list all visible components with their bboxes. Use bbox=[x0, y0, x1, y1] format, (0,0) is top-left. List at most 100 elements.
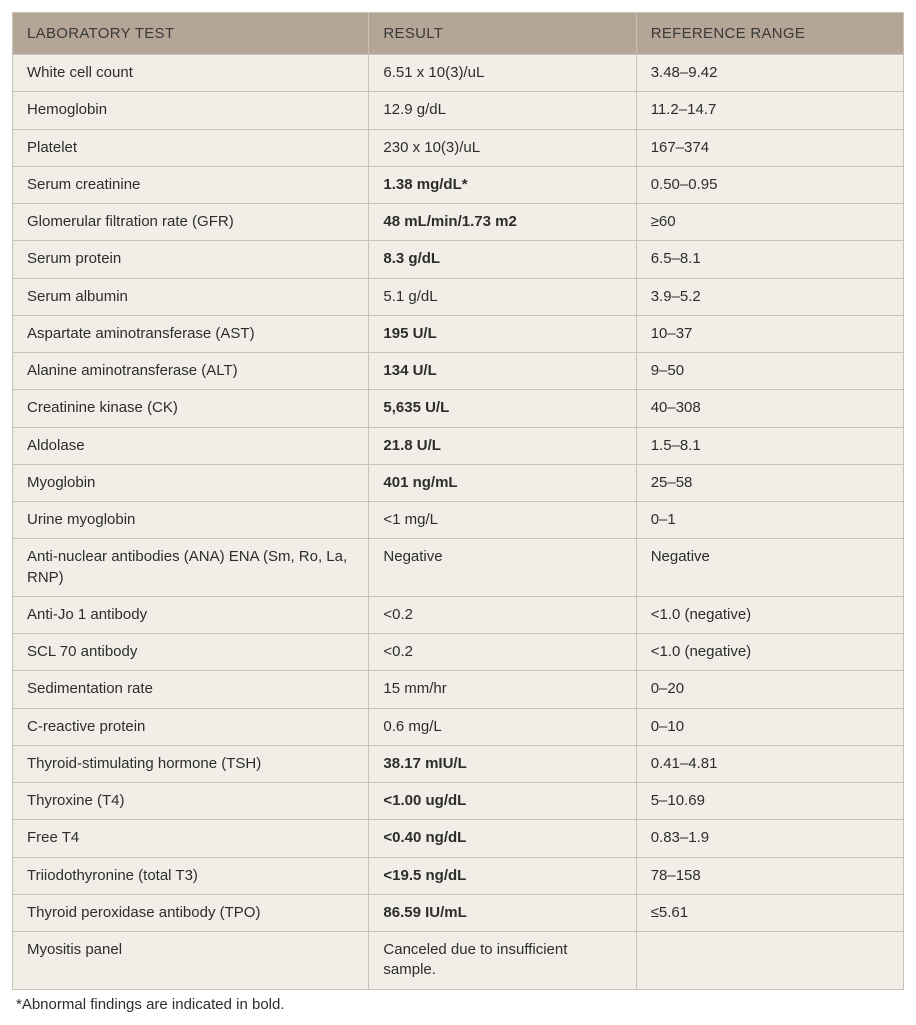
table-row: Sedimentation rate15 mm/hr0–20 bbox=[13, 671, 904, 708]
cell-test: C-reactive protein bbox=[13, 708, 369, 745]
cell-test: Hemoglobin bbox=[13, 92, 369, 129]
cell-test: Serum creatinine bbox=[13, 166, 369, 203]
cell-reference-range: <1.0 (negative) bbox=[636, 596, 903, 633]
cell-result: 6.51 x 10(3)/uL bbox=[369, 55, 636, 92]
cell-reference-range: 0.50–0.95 bbox=[636, 166, 903, 203]
cell-result: 21.8 U/L bbox=[369, 427, 636, 464]
cell-reference-range: 0.41–4.81 bbox=[636, 745, 903, 782]
cell-result: Canceled due to insufficient sample. bbox=[369, 932, 636, 990]
cell-reference-range: Negative bbox=[636, 539, 903, 597]
table-row: Urine myoglobin<1 mg/L0–1 bbox=[13, 502, 904, 539]
cell-test: Free T4 bbox=[13, 820, 369, 857]
cell-result: 5.1 g/dL bbox=[369, 278, 636, 315]
table-row: Free T4<0.40 ng/dL0.83–1.9 bbox=[13, 820, 904, 857]
cell-result: 134 U/L bbox=[369, 353, 636, 390]
cell-test: Thyroid peroxidase antibody (TPO) bbox=[13, 894, 369, 931]
cell-test: Urine myoglobin bbox=[13, 502, 369, 539]
cell-reference-range: 6.5–8.1 bbox=[636, 241, 903, 278]
table-row: SCL 70 antibody<0.2<1.0 (negative) bbox=[13, 634, 904, 671]
table-footnote: *Abnormal findings are indicated in bold… bbox=[12, 990, 904, 1013]
table-row: Aldolase21.8 U/L1.5–8.1 bbox=[13, 427, 904, 464]
col-header-ref: REFERENCE RANGE bbox=[636, 13, 903, 55]
cell-test: Serum albumin bbox=[13, 278, 369, 315]
table-row: Myositis panelCanceled due to insufficie… bbox=[13, 932, 904, 990]
table-row: Glomerular filtration rate (GFR)48 mL/mi… bbox=[13, 204, 904, 241]
table-row: Thyroid-stimulating hormone (TSH)38.17 m… bbox=[13, 745, 904, 782]
table-row: Triiodothyronine (total T3)<19.5 ng/dL78… bbox=[13, 857, 904, 894]
cell-reference-range: 9–50 bbox=[636, 353, 903, 390]
table-row: Serum creatinine1.38 mg/dL*0.50–0.95 bbox=[13, 166, 904, 203]
cell-reference-range: 40–308 bbox=[636, 390, 903, 427]
cell-test: Anti-nuclear antibodies (ANA) ENA (Sm, R… bbox=[13, 539, 369, 597]
table-row: Hemoglobin12.9 g/dL11.2–14.7 bbox=[13, 92, 904, 129]
table-row: Alanine aminotransferase (ALT)134 U/L9–5… bbox=[13, 353, 904, 390]
cell-result: 12.9 g/dL bbox=[369, 92, 636, 129]
cell-reference-range: 10–37 bbox=[636, 315, 903, 352]
cell-result: <19.5 ng/dL bbox=[369, 857, 636, 894]
cell-result: 86.59 IU/mL bbox=[369, 894, 636, 931]
cell-reference-range: ≥60 bbox=[636, 204, 903, 241]
cell-test: Creatinine kinase (CK) bbox=[13, 390, 369, 427]
cell-result: <0.40 ng/dL bbox=[369, 820, 636, 857]
table-row: Thyroid peroxidase antibody (TPO)86.59 I… bbox=[13, 894, 904, 931]
cell-result: 48 mL/min/1.73 m2 bbox=[369, 204, 636, 241]
table-row: White cell count6.51 x 10(3)/uL3.48–9.42 bbox=[13, 55, 904, 92]
cell-test: Thyroid-stimulating hormone (TSH) bbox=[13, 745, 369, 782]
cell-result: 1.38 mg/dL* bbox=[369, 166, 636, 203]
cell-test: Sedimentation rate bbox=[13, 671, 369, 708]
cell-result: 38.17 mIU/L bbox=[369, 745, 636, 782]
cell-reference-range: 167–374 bbox=[636, 129, 903, 166]
cell-test: Serum protein bbox=[13, 241, 369, 278]
cell-reference-range: 0–10 bbox=[636, 708, 903, 745]
table-header-row: LABORATORY TEST RESULT REFERENCE RANGE bbox=[13, 13, 904, 55]
table-row: Serum albumin5.1 g/dL3.9–5.2 bbox=[13, 278, 904, 315]
cell-test: Myositis panel bbox=[13, 932, 369, 990]
cell-test: Triiodothyronine (total T3) bbox=[13, 857, 369, 894]
table-row: Anti-Jo 1 antibody<0.2<1.0 (negative) bbox=[13, 596, 904, 633]
cell-result: 401 ng/mL bbox=[369, 464, 636, 501]
cell-result: 230 x 10(3)/uL bbox=[369, 129, 636, 166]
cell-reference-range: 11.2–14.7 bbox=[636, 92, 903, 129]
table-row: Creatinine kinase (CK)5,635 U/L40–308 bbox=[13, 390, 904, 427]
cell-reference-range: 5–10.69 bbox=[636, 783, 903, 820]
cell-result: 0.6 mg/L bbox=[369, 708, 636, 745]
cell-reference-range: 25–58 bbox=[636, 464, 903, 501]
cell-reference-range: ≤5.61 bbox=[636, 894, 903, 931]
cell-reference-range: 78–158 bbox=[636, 857, 903, 894]
table-row: C-reactive protein0.6 mg/L0–10 bbox=[13, 708, 904, 745]
cell-test: Aldolase bbox=[13, 427, 369, 464]
table-row: Thyroxine (T4)<1.00 ug/dL5–10.69 bbox=[13, 783, 904, 820]
cell-reference-range bbox=[636, 932, 903, 990]
cell-reference-range: 1.5–8.1 bbox=[636, 427, 903, 464]
cell-result: 8.3 g/dL bbox=[369, 241, 636, 278]
cell-result: <1 mg/L bbox=[369, 502, 636, 539]
cell-result: 15 mm/hr bbox=[369, 671, 636, 708]
table-row: Aspartate aminotransferase (AST)195 U/L1… bbox=[13, 315, 904, 352]
col-header-result: RESULT bbox=[369, 13, 636, 55]
cell-reference-range: 0–1 bbox=[636, 502, 903, 539]
cell-reference-range: 0.83–1.9 bbox=[636, 820, 903, 857]
cell-test: SCL 70 antibody bbox=[13, 634, 369, 671]
cell-result: <0.2 bbox=[369, 634, 636, 671]
cell-result: <1.00 ug/dL bbox=[369, 783, 636, 820]
cell-reference-range: 0–20 bbox=[636, 671, 903, 708]
table-row: Serum protein8.3 g/dL6.5–8.1 bbox=[13, 241, 904, 278]
cell-result: <0.2 bbox=[369, 596, 636, 633]
col-header-test: LABORATORY TEST bbox=[13, 13, 369, 55]
cell-test: Platelet bbox=[13, 129, 369, 166]
lab-results-table: LABORATORY TEST RESULT REFERENCE RANGE W… bbox=[12, 12, 904, 990]
table-row: Myoglobin401 ng/mL25–58 bbox=[13, 464, 904, 501]
cell-reference-range: 3.48–9.42 bbox=[636, 55, 903, 92]
cell-test: Thyroxine (T4) bbox=[13, 783, 369, 820]
table-row: Anti-nuclear antibodies (ANA) ENA (Sm, R… bbox=[13, 539, 904, 597]
cell-test: Anti-Jo 1 antibody bbox=[13, 596, 369, 633]
cell-result: Negative bbox=[369, 539, 636, 597]
table-row: Platelet230 x 10(3)/uL167–374 bbox=[13, 129, 904, 166]
cell-test: Aspartate aminotransferase (AST) bbox=[13, 315, 369, 352]
table-body: White cell count6.51 x 10(3)/uL3.48–9.42… bbox=[13, 55, 904, 990]
cell-result: 5,635 U/L bbox=[369, 390, 636, 427]
cell-test: Glomerular filtration rate (GFR) bbox=[13, 204, 369, 241]
cell-test: Alanine aminotransferase (ALT) bbox=[13, 353, 369, 390]
cell-reference-range: 3.9–5.2 bbox=[636, 278, 903, 315]
cell-test: Myoglobin bbox=[13, 464, 369, 501]
